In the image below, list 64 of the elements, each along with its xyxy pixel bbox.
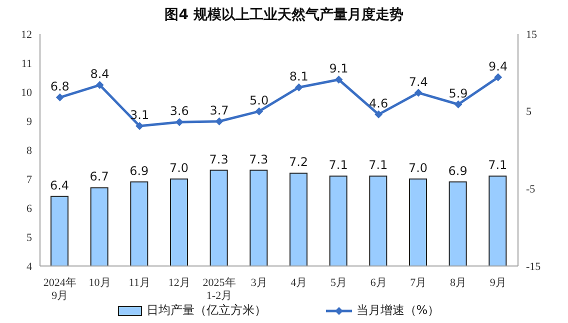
y-tick-label: 10 <box>21 86 32 99</box>
data-label: 6.7 <box>90 170 109 184</box>
point <box>56 93 64 102</box>
y-tick-label: 12 <box>21 28 32 41</box>
data-label: 7.4 <box>408 74 428 89</box>
data-label: 9.4 <box>488 59 508 74</box>
x-tick-label: 2024年 9月 <box>43 277 76 302</box>
y-tick-label: 5 <box>26 232 32 244</box>
data-label: 7.3 <box>209 152 228 166</box>
x-tick-label: 5月 <box>330 277 347 289</box>
data-label: 7.3 <box>249 152 268 166</box>
x-tick-label: 10月 <box>88 277 111 289</box>
point <box>294 83 303 92</box>
point <box>454 100 462 108</box>
data-label: 7.1 <box>328 158 348 172</box>
y2-tick-label: 5 <box>526 106 532 118</box>
data-label: 8.1 <box>289 69 308 84</box>
point <box>96 81 104 90</box>
data-label: 6.8 <box>50 79 70 94</box>
y-tick-label: 9 <box>26 116 32 128</box>
data-label: 5.0 <box>250 93 269 108</box>
data-label: 7.1 <box>488 158 508 172</box>
x-tick-label: 8月 <box>450 277 466 289</box>
point <box>494 73 502 82</box>
y2-tick-label: -5 <box>526 184 536 196</box>
point <box>334 76 343 84</box>
x-tick-label: 4月 <box>290 277 308 289</box>
x-tick-label: 9月 <box>490 277 506 289</box>
x-tick-label: 11月 <box>128 277 150 289</box>
data-label: 8.4 <box>90 67 110 82</box>
data-label: 3.6 <box>170 104 189 118</box>
data-label: 6.9 <box>448 164 468 178</box>
x-tick-label: 12月 <box>168 277 190 289</box>
y-tick-label: 7 <box>26 174 32 186</box>
data-label: 6.9 <box>130 164 149 178</box>
y2-tick-label: -15 <box>526 260 542 273</box>
y2-tick-label: 15 <box>526 28 538 41</box>
chart-title: 图4 规模以上工业天然气产量月度走势 <box>164 6 404 25</box>
data-label: 5.9 <box>448 86 468 100</box>
y-tick-label: 4 <box>26 260 32 273</box>
point <box>136 122 144 130</box>
x-tick-label: 6月 <box>370 277 387 289</box>
x-tick-label: 3月 <box>250 277 268 289</box>
y-tick-label: 8 <box>26 144 32 157</box>
data-label: 6.4 <box>50 178 70 192</box>
y-tick-label: 11 <box>21 58 32 70</box>
point <box>175 118 184 126</box>
point <box>374 110 383 118</box>
x-tick-label: 7月 <box>410 277 427 289</box>
data-label: 7.2 <box>288 155 308 170</box>
data-label: 3.1 <box>130 108 150 122</box>
data-label: 9.1 <box>329 62 348 76</box>
point <box>414 88 422 97</box>
data-label: 3.7 <box>210 103 229 118</box>
point <box>215 117 224 126</box>
data-label: 4.6 <box>369 96 388 110</box>
data-label: 7.1 <box>368 158 388 172</box>
data-label: 7.0 <box>169 161 189 175</box>
y-tick-label: 6 <box>26 202 32 215</box>
x-tick-label: 2025年 1-2月 <box>202 277 236 302</box>
legend-label: 日均产量（亿立方米） <box>146 302 266 319</box>
legend-label: 当月增速（%） <box>356 302 440 319</box>
point <box>255 107 264 116</box>
data-label: 7.0 <box>408 161 428 175</box>
